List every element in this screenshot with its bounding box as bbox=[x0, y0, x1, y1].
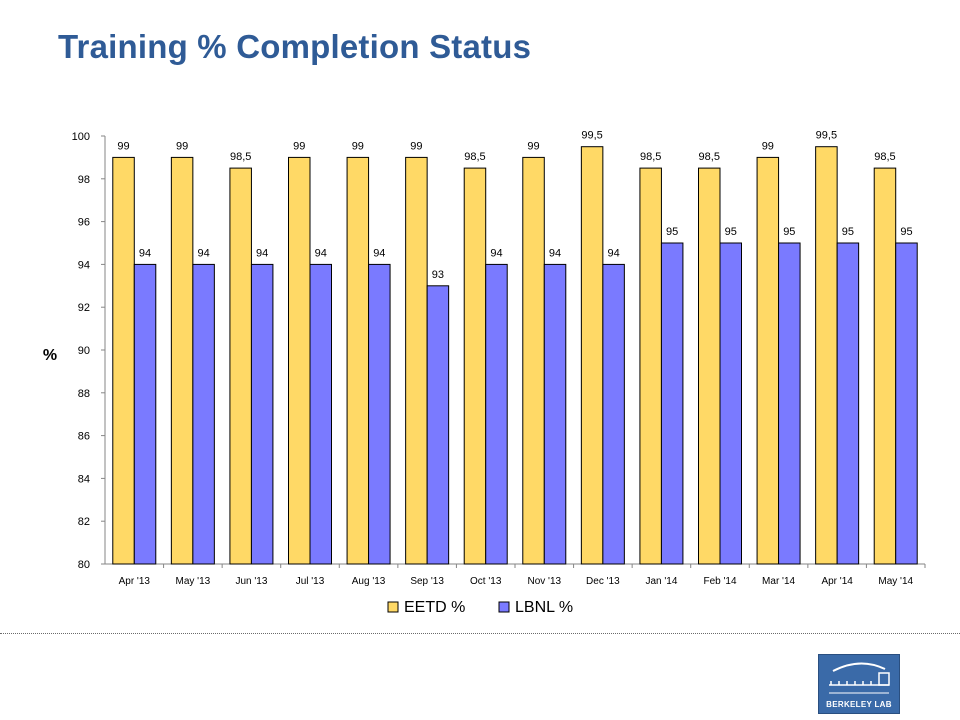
data-label-lbnl: 94 bbox=[256, 247, 268, 259]
legend-label: LBNL % bbox=[515, 599, 573, 616]
data-label-eetd: 99 bbox=[527, 140, 539, 152]
data-label-eetd: 99 bbox=[176, 140, 188, 152]
data-label-lbnl: 95 bbox=[900, 226, 912, 238]
data-label-eetd: 98,5 bbox=[640, 151, 661, 163]
bar-eetd bbox=[288, 156, 311, 565]
bar-eetd bbox=[873, 167, 897, 565]
y-tick-label: 98 bbox=[78, 174, 90, 186]
y-tick-label: 82 bbox=[78, 516, 90, 528]
x-tick-label: May '13 bbox=[176, 576, 211, 587]
x-tick-label: Feb '14 bbox=[703, 576, 736, 587]
data-label-lbnl: 93 bbox=[432, 269, 444, 281]
x-tick-label: Jan '14 bbox=[645, 576, 677, 587]
data-label-lbnl: 94 bbox=[197, 247, 209, 259]
data-label-lbnl: 94 bbox=[373, 247, 385, 259]
data-label-lbnl: 95 bbox=[725, 226, 737, 238]
bar-eetd bbox=[112, 156, 135, 565]
y-tick-label: 84 bbox=[78, 473, 90, 485]
y-tick-label: 94 bbox=[78, 259, 90, 271]
bar-eetd bbox=[580, 146, 604, 565]
data-label-lbnl: 95 bbox=[842, 226, 854, 238]
bar-eetd bbox=[815, 146, 838, 565]
data-label-eetd: 98,5 bbox=[874, 151, 895, 163]
data-label-eetd: 98,5 bbox=[464, 151, 485, 163]
data-label-lbnl: 95 bbox=[783, 226, 795, 238]
x-tick-label: May '14 bbox=[878, 576, 913, 587]
data-label-eetd: 99,5 bbox=[816, 130, 837, 142]
y-tick-label: 90 bbox=[78, 345, 90, 357]
x-tick-label: Apr '13 bbox=[119, 576, 151, 587]
bar-eetd bbox=[698, 167, 721, 565]
data-label-eetd: 99 bbox=[410, 140, 422, 152]
x-tick-label: Dec '13 bbox=[586, 576, 620, 587]
y-tick-label: 96 bbox=[78, 217, 90, 229]
legend-swatch bbox=[498, 601, 510, 613]
x-tick-label: Sep '13 bbox=[410, 576, 444, 587]
bar-lbnl bbox=[250, 263, 274, 565]
y-axis-label: % bbox=[43, 347, 57, 364]
y-tick-label: 88 bbox=[78, 388, 90, 400]
x-tick-label: Nov '13 bbox=[527, 576, 561, 587]
data-label-lbnl: 94 bbox=[549, 247, 561, 259]
bar-eetd bbox=[756, 156, 780, 565]
data-label-lbnl: 94 bbox=[315, 247, 327, 259]
data-label-eetd: 98,5 bbox=[230, 151, 251, 163]
bar-lbnl bbox=[778, 242, 801, 565]
x-tick-label: Jun '13 bbox=[235, 576, 267, 587]
x-tick-label: Oct '13 bbox=[470, 576, 502, 587]
completion-bar-chart: 80 82 84 86 88 90 92 94 96 98 100% Apr '13 99 94 May '… bbox=[43, 130, 926, 616]
logo-text: BERKELEY LAB bbox=[826, 700, 892, 709]
bar-lbnl bbox=[426, 285, 450, 565]
berkeley-lab-logo: BERKELEY LAB bbox=[818, 654, 900, 714]
bar-eetd bbox=[170, 156, 194, 565]
data-label-eetd: 98,5 bbox=[699, 151, 720, 163]
bar-lbnl bbox=[660, 242, 684, 565]
data-label-eetd: 99,5 bbox=[581, 130, 602, 142]
y-tick-label: 80 bbox=[78, 559, 90, 571]
bar-lbnl bbox=[368, 263, 391, 565]
data-label-lbnl: 94 bbox=[607, 247, 619, 259]
x-tick-label: Jul '13 bbox=[296, 576, 325, 587]
bar-lbnl bbox=[602, 263, 625, 565]
bar-lbnl bbox=[895, 242, 918, 565]
footer-divider bbox=[0, 633, 960, 634]
bar-lbnl bbox=[309, 263, 332, 565]
data-label-eetd: 99 bbox=[293, 140, 305, 152]
bar-lbnl bbox=[485, 263, 508, 565]
bar-eetd bbox=[229, 167, 252, 565]
bar-lbnl bbox=[543, 263, 567, 565]
bar-eetd bbox=[522, 156, 545, 565]
x-tick-label: Aug '13 bbox=[352, 576, 386, 587]
y-tick-label: 92 bbox=[78, 302, 90, 314]
slide-title: Training % Completion Status bbox=[58, 28, 532, 65]
bar-lbnl bbox=[719, 242, 742, 565]
y-tick-label: 86 bbox=[78, 431, 90, 443]
bar-eetd bbox=[346, 156, 370, 565]
laboratory-building-icon bbox=[829, 662, 890, 694]
data-label-lbnl: 94 bbox=[490, 247, 502, 259]
x-tick-label: Apr '14 bbox=[821, 576, 853, 587]
legend-swatch bbox=[387, 601, 399, 613]
bar-eetd bbox=[405, 156, 428, 565]
y-tick-label: 100 bbox=[72, 131, 90, 143]
data-label-eetd: 99 bbox=[762, 140, 774, 152]
data-label-lbnl: 95 bbox=[666, 226, 678, 238]
bar-eetd bbox=[463, 167, 487, 565]
bar-lbnl bbox=[133, 263, 157, 565]
data-label-eetd: 99 bbox=[352, 140, 364, 152]
legend-label: EETD % bbox=[404, 599, 465, 616]
data-label-lbnl: 94 bbox=[139, 247, 151, 259]
bar-eetd bbox=[639, 167, 662, 565]
data-label-eetd: 99 bbox=[117, 140, 129, 152]
bar-lbnl bbox=[192, 263, 215, 565]
x-tick-label: Mar '14 bbox=[762, 576, 795, 587]
bar-lbnl bbox=[836, 242, 860, 565]
